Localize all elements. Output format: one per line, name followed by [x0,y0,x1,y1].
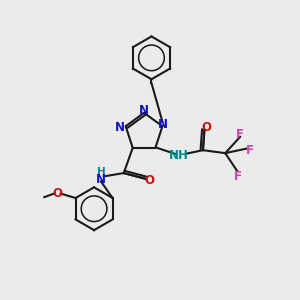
Text: N: N [158,118,168,130]
Text: NH: NH [169,149,189,162]
Text: F: F [234,169,242,182]
Text: N: N [96,172,106,185]
Text: H: H [97,167,105,177]
Text: N: N [115,121,125,134]
Text: O: O [52,187,62,200]
Text: F: F [236,128,244,141]
Text: N: N [139,104,149,117]
Text: O: O [144,174,154,187]
Text: F: F [246,144,254,157]
Text: O: O [201,122,211,134]
